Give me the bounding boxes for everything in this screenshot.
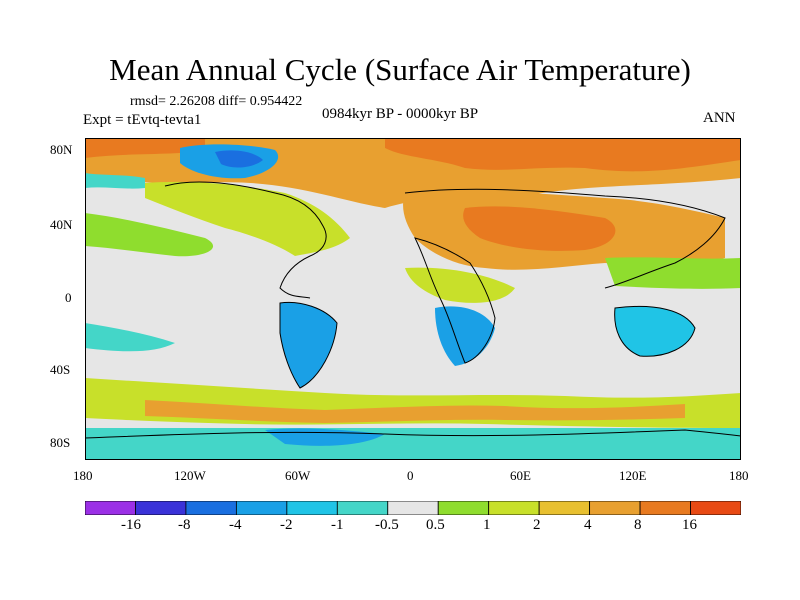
colorbar-box-7: [387, 501, 439, 515]
north-america-coast: [164, 181, 327, 299]
colorbar-box-11: [589, 501, 641, 515]
colorbar-box-10: [538, 501, 591, 515]
colorbar-label-8: 1: [483, 517, 491, 533]
bering-strong-warm: [85, 138, 205, 158]
antarctica-coast: [85, 429, 741, 439]
antarctica-cool: [85, 428, 741, 460]
stats-text: rmsd= 2.26208 diff= 0.954422: [130, 94, 303, 109]
eurasia-coast: [404, 188, 726, 289]
colorbar-box-13: [690, 501, 741, 515]
canada-deep-cold: [215, 150, 263, 168]
west-pacific-band: [605, 257, 741, 289]
lat-label-80s: 80S: [50, 435, 71, 450]
colorbar-label-12: 16: [682, 517, 697, 533]
colorbar-label-11: 8: [634, 517, 642, 533]
colorbar-box-3: [185, 501, 237, 515]
lon-label-60w: 60W: [285, 468, 311, 483]
colorbar-label-2: -8: [178, 517, 191, 533]
colorbar-label-7: 0.5: [426, 517, 445, 533]
australia-cool: [614, 306, 695, 357]
siberia-strong-warm: [385, 138, 741, 172]
colorbar-label-10: 4: [584, 517, 592, 533]
africa-coast: [414, 237, 496, 364]
lon-label-120w: 120W: [174, 468, 206, 483]
north-pacific-cool: [85, 173, 145, 189]
north-america-warm: [145, 181, 350, 256]
lat-label-40n: 40N: [50, 217, 73, 232]
colorbar-box-2: [135, 501, 187, 515]
plot-title: Mean Annual Cycle (Surface Air Temperatu…: [109, 52, 691, 87]
map-frame: [85, 138, 741, 460]
colorbar-label-6: -0.5: [375, 517, 399, 533]
lon-label-120e: 120E: [619, 468, 647, 483]
experiment-label: Expt = tEvtq-tevta1: [83, 112, 202, 128]
season-label: ANN: [703, 110, 736, 126]
south-america-cool: [280, 302, 337, 388]
north-africa-warm: [405, 267, 515, 303]
south-pacific-cool: [85, 323, 175, 352]
southern-ocean-strong-warm: [145, 400, 685, 423]
colorbar-box-6: [336, 501, 389, 515]
colorbar-box-4: [235, 501, 288, 515]
colorbar-box-5: [286, 501, 338, 515]
colorbar-box-9: [488, 501, 540, 515]
lat-label-40s: 40S: [50, 362, 71, 377]
colorbar-box-8: [437, 501, 490, 515]
colorbar: [85, 501, 741, 515]
lon-label-0: 0: [407, 468, 414, 483]
north-pacific-band: [85, 213, 214, 257]
south-america-coast: [279, 301, 338, 389]
colorbar-label-1: -16: [121, 517, 141, 533]
lat-label-80n: 80N: [50, 142, 73, 157]
colorbar-box-12: [639, 501, 691, 515]
colorbar-label-5: -1: [331, 517, 344, 533]
lon-label-180w: 180: [73, 468, 93, 483]
colorbar-label-3: -4: [229, 517, 242, 533]
lat-label-0: 0: [65, 290, 72, 305]
australia-coast: [614, 305, 696, 357]
coastlines: [85, 181, 741, 439]
lon-label-180e: 180: [729, 468, 749, 483]
temperature-difference-map: [85, 138, 741, 460]
central-asia-strong-warm: [463, 206, 616, 251]
period-label: 0984kyr BP - 0000kyr BP: [322, 106, 479, 122]
colorbar-label-9: 2: [533, 517, 541, 533]
colorbar-label-4: -2: [280, 517, 293, 533]
colorbar-box-1: [85, 501, 136, 515]
lon-label-60e: 60E: [510, 468, 531, 483]
